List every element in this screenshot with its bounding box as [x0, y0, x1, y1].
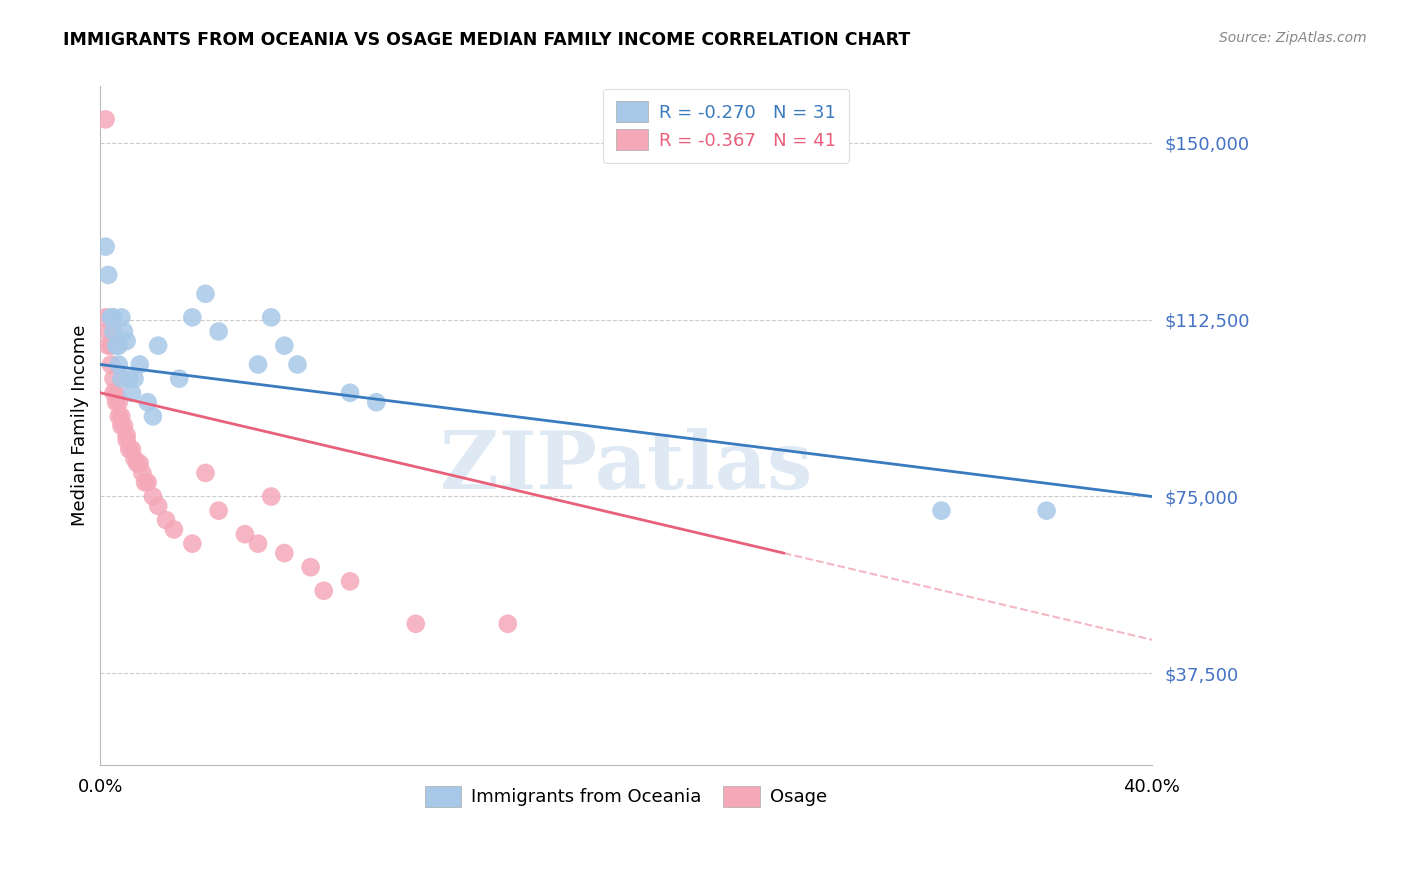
Point [931, 503, 953, 517]
Point [110, 418, 132, 433]
Point [121, 442, 143, 457]
Point [207, 325, 229, 339]
Point [136, 475, 159, 490]
Point [312, 583, 335, 598]
Point [112, 325, 135, 339]
Point [136, 395, 159, 409]
Point [94, 310, 117, 325]
Point [118, 442, 141, 457]
Point [110, 371, 132, 385]
Point [110, 310, 132, 325]
Point [121, 385, 143, 400]
Text: Source: ZipAtlas.com: Source: ZipAtlas.com [1219, 31, 1367, 45]
Point [260, 490, 283, 504]
Point [107, 358, 129, 372]
Point [273, 546, 295, 560]
Point [105, 338, 128, 352]
Point [105, 395, 128, 409]
Point [103, 371, 125, 385]
Point [115, 334, 138, 348]
Point [148, 338, 170, 352]
Point [112, 418, 135, 433]
Point [247, 536, 270, 550]
Point [94, 112, 117, 127]
Point [287, 358, 309, 372]
Point [142, 490, 165, 504]
Point [181, 310, 204, 325]
Point [97, 338, 120, 352]
Point [366, 395, 388, 409]
Point [107, 409, 129, 424]
Point [100, 358, 122, 372]
Point [100, 338, 122, 352]
Point [131, 466, 153, 480]
Point [163, 523, 186, 537]
Point [233, 527, 256, 541]
Point [128, 358, 150, 372]
Text: ZIPatlas: ZIPatlas [440, 427, 813, 506]
Point [181, 536, 204, 550]
Point [107, 338, 129, 352]
Point [260, 310, 283, 325]
Point [97, 325, 120, 339]
Point [110, 409, 132, 424]
Point [155, 513, 177, 527]
Point [128, 457, 150, 471]
Text: IMMIGRANTS FROM OCEANIA VS OSAGE MEDIAN FAMILY INCOME CORRELATION CHART: IMMIGRANTS FROM OCEANIA VS OSAGE MEDIAN … [63, 31, 911, 49]
Point [148, 499, 170, 513]
Legend: Immigrants from Oceania, Osage: Immigrants from Oceania, Osage [418, 779, 835, 814]
Point [124, 371, 146, 385]
Point [167, 371, 190, 385]
Point [273, 338, 295, 352]
Point [103, 325, 125, 339]
Point [496, 616, 519, 631]
Point [124, 451, 146, 466]
Point [1035, 503, 1057, 517]
Point [103, 385, 125, 400]
Point [127, 457, 149, 471]
Point [105, 385, 128, 400]
Point [115, 428, 138, 442]
Point [134, 475, 156, 490]
Point [339, 574, 361, 589]
Point [103, 310, 125, 325]
Point [97, 268, 120, 282]
Point [115, 433, 138, 447]
Point [107, 395, 129, 409]
Point [247, 358, 270, 372]
Point [118, 371, 141, 385]
Point [339, 385, 361, 400]
Point [194, 466, 217, 480]
Point [405, 616, 427, 631]
Point [94, 240, 117, 254]
Point [194, 286, 217, 301]
Point [207, 503, 229, 517]
Point [100, 310, 122, 325]
Point [142, 409, 165, 424]
Y-axis label: Median Family Income: Median Family Income [72, 325, 89, 526]
Point [299, 560, 322, 574]
